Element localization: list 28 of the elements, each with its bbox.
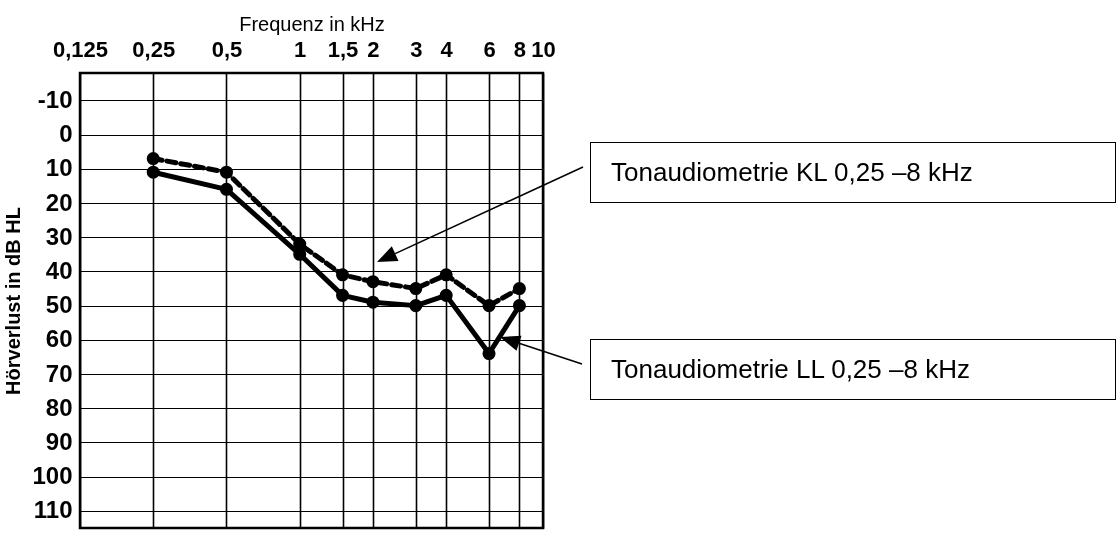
y-tick-label: 60	[45, 325, 73, 353]
y-tick-label: 90	[45, 427, 73, 455]
y-axis-title: Hörverlust in dB HL	[2, 207, 25, 395]
y-tick-label: 110	[33, 496, 73, 524]
x-tick-label: 2	[367, 36, 380, 62]
text: Tonaudiometrie LL 0,25 –8 kHz	[590, 339, 1116, 400]
x-tick-label: 0,5	[211, 36, 243, 62]
x-tick-label: 10	[531, 36, 556, 62]
y-tick-label: 20	[45, 188, 73, 216]
x-tick-label: 4	[440, 36, 454, 62]
y-tick-label: 10	[45, 154, 73, 182]
y-tick-label: 50	[45, 291, 73, 319]
y-tick-label: 70	[45, 359, 73, 387]
x-tick-label: 0,125	[52, 36, 109, 62]
y-tick-label: 30	[45, 222, 73, 250]
x-tick-label: 1	[294, 36, 307, 62]
x-tick-label: 8	[513, 36, 527, 62]
x-tick-label: 6	[483, 36, 496, 62]
x-tick-label: 1,5	[327, 36, 359, 62]
y-tick-label: 100	[32, 462, 73, 490]
y-tick-label: 40	[45, 256, 73, 284]
text: Tonaudiometrie KL 0,25 –8 kHz	[590, 142, 1116, 203]
y-tick-label: 80	[45, 393, 73, 421]
y-tick-label: -10	[37, 85, 73, 113]
x-tick-label: 0,25	[132, 36, 176, 62]
x-tick-label: 3	[410, 36, 423, 62]
y-tick-label: 0	[59, 120, 73, 148]
x-axis-title: Frequenz in kHz	[239, 12, 385, 35]
